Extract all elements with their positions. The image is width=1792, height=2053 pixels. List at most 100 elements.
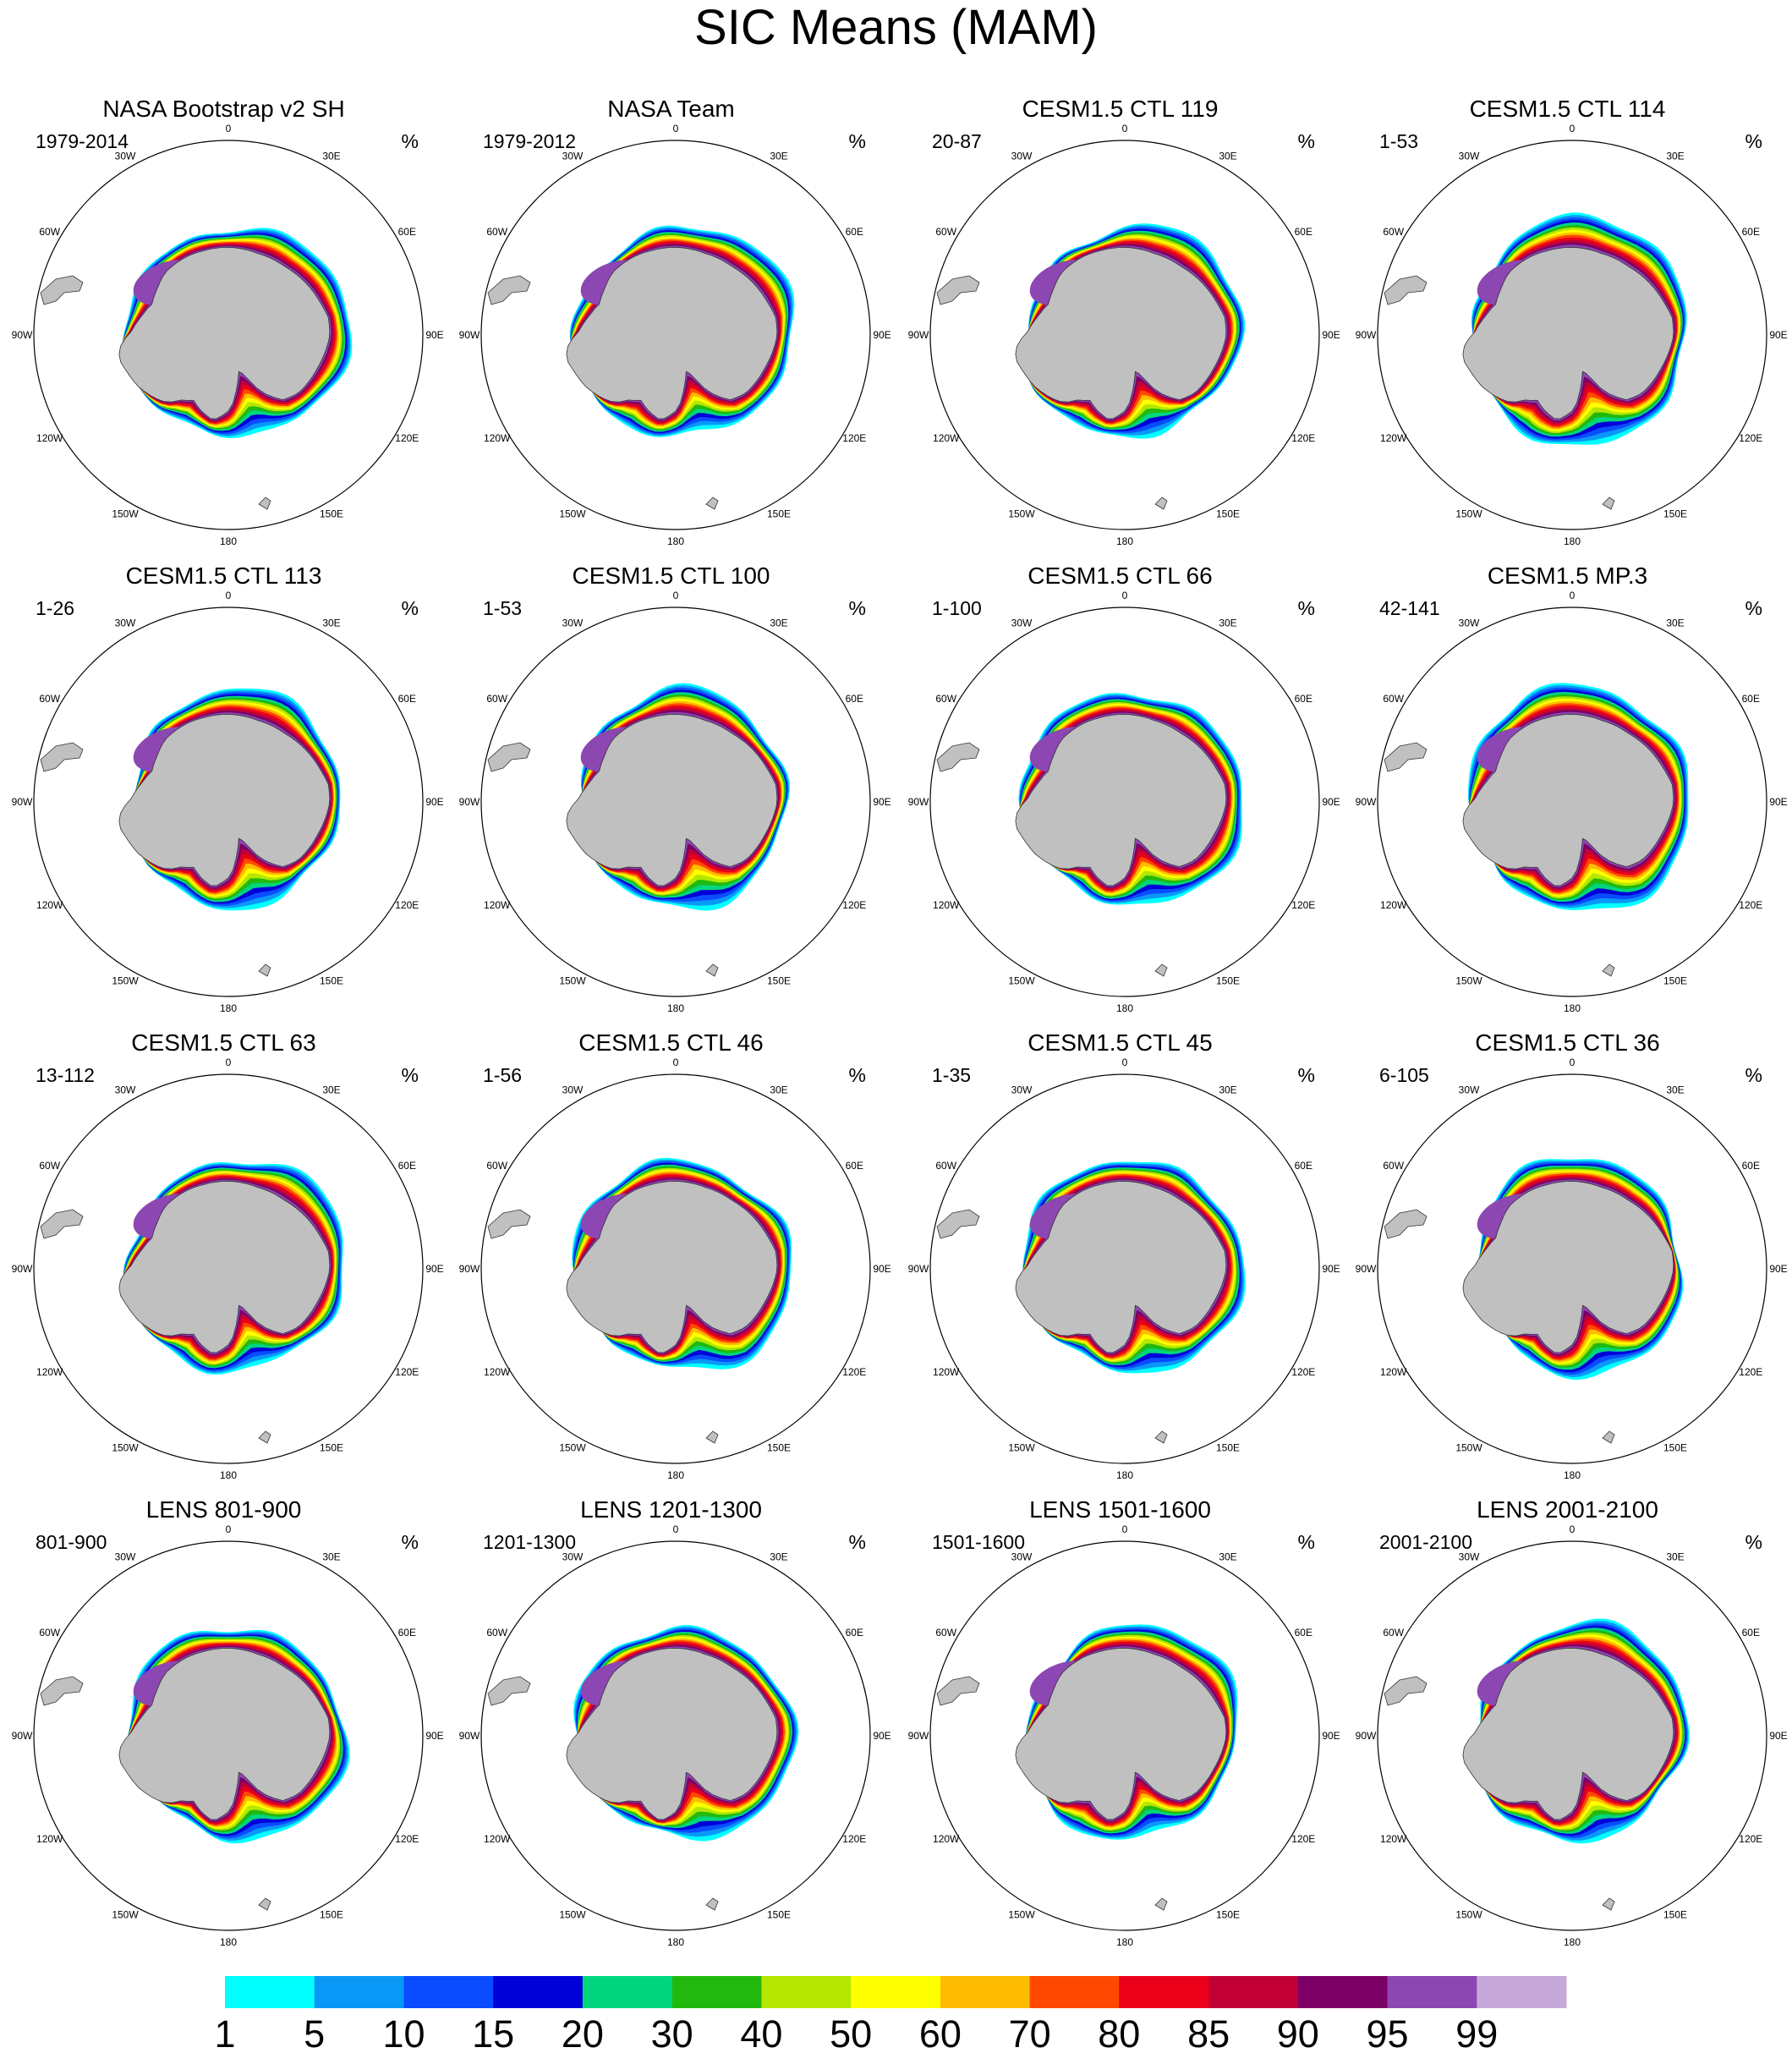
antarctica-land bbox=[1462, 713, 1674, 887]
panel-units: % bbox=[848, 1064, 866, 1086]
longitude-label: 150E bbox=[1663, 1441, 1687, 1453]
longitude-label: 150W bbox=[112, 1441, 139, 1453]
map-panel: CESM1.5 CTL 63 13-112% 0 30E 60E 90E 120E 150E 1… bbox=[0, 1029, 447, 1496]
longitude-label: 60E bbox=[1742, 226, 1760, 238]
south-america-land bbox=[487, 1209, 531, 1239]
south-america-land bbox=[487, 742, 531, 772]
antarctica-land bbox=[1015, 246, 1227, 420]
map-panel: CESM1.5 CTL 113 1-26% 0 30E 60E 90E 120E 150E 18… bbox=[0, 562, 447, 1029]
polar-map: 0 30E 60E 90E 120E 150E 180 150W 120W 90W 60W 30W bbox=[459, 1523, 891, 1948]
longitude-label: 120W bbox=[933, 1833, 960, 1845]
map-panel: CESM1.5 CTL 46 1-56% 0 30E 60E 90E 120E 150E 180… bbox=[447, 1029, 895, 1496]
longitude-label: 150W bbox=[1008, 1441, 1035, 1453]
polar-map: 0 30E 60E 90E 120E 150E 180 150W 120W 90W 60W 30W bbox=[1356, 1523, 1788, 1948]
longitude-label: 120W bbox=[36, 1833, 63, 1845]
longitude-label: 60E bbox=[398, 226, 416, 238]
colorbar-label: 60 bbox=[919, 2012, 962, 2053]
longitude-label: 90W bbox=[1356, 1730, 1377, 1742]
longitude-label: 60W bbox=[1383, 1627, 1404, 1639]
longitude-label: 0 bbox=[673, 1523, 679, 1535]
colorbar-swatch bbox=[1477, 1976, 1567, 2008]
longitude-label: 150W bbox=[1455, 508, 1482, 519]
longitude-label: 0 bbox=[673, 1057, 679, 1068]
longitude-label: 90E bbox=[873, 796, 891, 808]
panel-title: CESM1.5 CTL 46 bbox=[578, 1029, 764, 1056]
map-panel: NASA Team 1979-2012% 0 30E 60E 90E 120E 150E 180… bbox=[447, 95, 895, 563]
longitude-label: 120W bbox=[36, 1366, 63, 1378]
panel-title: CESM1.5 CTL 119 bbox=[1022, 96, 1219, 122]
longitude-label: 60E bbox=[398, 1160, 416, 1172]
longitude-label: 150E bbox=[767, 1441, 791, 1453]
longitude-label: 180 bbox=[1564, 1936, 1581, 1948]
antarctica-land bbox=[1015, 713, 1227, 887]
polar-map: 0 30E 60E 90E 120E 150E 180 150W 120W 90W 60W 30W bbox=[908, 1523, 1340, 1948]
antarctica-land bbox=[1462, 1647, 1674, 1820]
longitude-label: 120W bbox=[36, 899, 63, 911]
panel-years: 1501-1600 bbox=[932, 1531, 1025, 1553]
panel-units: % bbox=[1745, 597, 1762, 619]
new-zealand-land bbox=[1154, 1897, 1168, 1911]
longitude-label: 150E bbox=[1216, 1908, 1240, 1920]
longitude-label: 0 bbox=[226, 123, 232, 134]
panel-units: % bbox=[1745, 1064, 1762, 1086]
longitude-label: 120E bbox=[395, 432, 419, 444]
panel-years: 20-87 bbox=[932, 130, 982, 152]
longitude-label: 30E bbox=[1219, 151, 1236, 162]
panel-units: % bbox=[401, 130, 419, 152]
longitude-label: 180 bbox=[667, 535, 684, 547]
panel-units: % bbox=[401, 1064, 419, 1086]
longitude-label: 60E bbox=[1742, 1627, 1760, 1639]
panel-years: 42-141 bbox=[1379, 597, 1440, 619]
map-panel: LENS 1201-1300 1201-1300% 0 30E 60E 90E 120E 15… bbox=[447, 1496, 895, 1963]
panel-title: NASA Bootstrap v2 SH bbox=[102, 96, 345, 122]
longitude-label: 90E bbox=[1769, 1263, 1787, 1275]
longitude-label: 120W bbox=[484, 1833, 511, 1845]
longitude-label: 30E bbox=[770, 1551, 787, 1563]
longitude-label: 150W bbox=[112, 974, 139, 986]
longitude-label: 0 bbox=[1122, 123, 1128, 134]
panel-years: 13-112 bbox=[36, 1064, 95, 1086]
new-zealand-land bbox=[705, 1897, 719, 1911]
south-america-land bbox=[936, 275, 980, 305]
panel-years: 1201-1300 bbox=[483, 1531, 576, 1553]
colorbar-label: 85 bbox=[1187, 2012, 1230, 2053]
new-zealand-land bbox=[1602, 1897, 1615, 1911]
polar-map: 0 30E 60E 90E 120E 150E 180 150W 120W 90W 60W 30W bbox=[12, 1523, 444, 1948]
longitude-label: 90W bbox=[459, 796, 480, 808]
colorbar-swatch bbox=[851, 1976, 941, 2008]
longitude-label: 150W bbox=[1455, 974, 1482, 986]
longitude-label: 60E bbox=[846, 1160, 863, 1172]
longitude-label: 150W bbox=[559, 1441, 586, 1453]
longitude-label: 60E bbox=[1295, 1160, 1312, 1172]
longitude-label: 60E bbox=[846, 1627, 863, 1639]
longitude-label: 60W bbox=[39, 693, 60, 705]
colorbar-swatch bbox=[1029, 1976, 1120, 2008]
polar-map: 0 30E 60E 90E 120E 150E 180 150W 120W 90W 60W 30W bbox=[459, 123, 891, 547]
antarctica-land bbox=[566, 1180, 778, 1353]
colorbar-label: 50 bbox=[830, 2012, 872, 2053]
panel-units: % bbox=[401, 1531, 419, 1553]
longitude-label: 60W bbox=[935, 693, 956, 705]
longitude-label: 60W bbox=[486, 693, 507, 705]
longitude-label: 0 bbox=[226, 590, 232, 601]
south-america-land bbox=[1384, 1676, 1428, 1706]
colorbar: 1 5 10 15 20 30 40 50 60 70 80 85 90 95 99 bbox=[214, 1976, 1567, 2053]
longitude-label: 150W bbox=[1455, 1441, 1482, 1453]
longitude-label: 60E bbox=[846, 693, 863, 705]
longitude-label: 60W bbox=[935, 1160, 956, 1172]
longitude-label: 0 bbox=[1122, 1523, 1128, 1535]
longitude-label: 120E bbox=[1739, 432, 1762, 444]
longitude-label: 30W bbox=[1011, 1551, 1033, 1563]
longitude-label: 90E bbox=[873, 1730, 891, 1742]
colorbar-swatch bbox=[940, 1976, 1031, 2008]
longitude-label: 90E bbox=[873, 1263, 891, 1275]
new-zealand-land bbox=[1602, 963, 1615, 977]
longitude-label: 90E bbox=[1769, 329, 1787, 341]
colorbar-swatch bbox=[403, 1976, 494, 2008]
longitude-label: 150E bbox=[1216, 508, 1240, 519]
polar-map: 0 30E 60E 90E 120E 150E 180 150W 120W 90W 60W 30W bbox=[908, 1057, 1340, 1481]
longitude-label: 30W bbox=[1011, 151, 1033, 162]
map-panel: CESM1.5 CTL 114 1-53% 0 30E 60E 90E 120E 150E 18… bbox=[1344, 95, 1791, 563]
longitude-label: 90E bbox=[1322, 1730, 1340, 1742]
longitude-label: 90E bbox=[425, 1263, 443, 1275]
